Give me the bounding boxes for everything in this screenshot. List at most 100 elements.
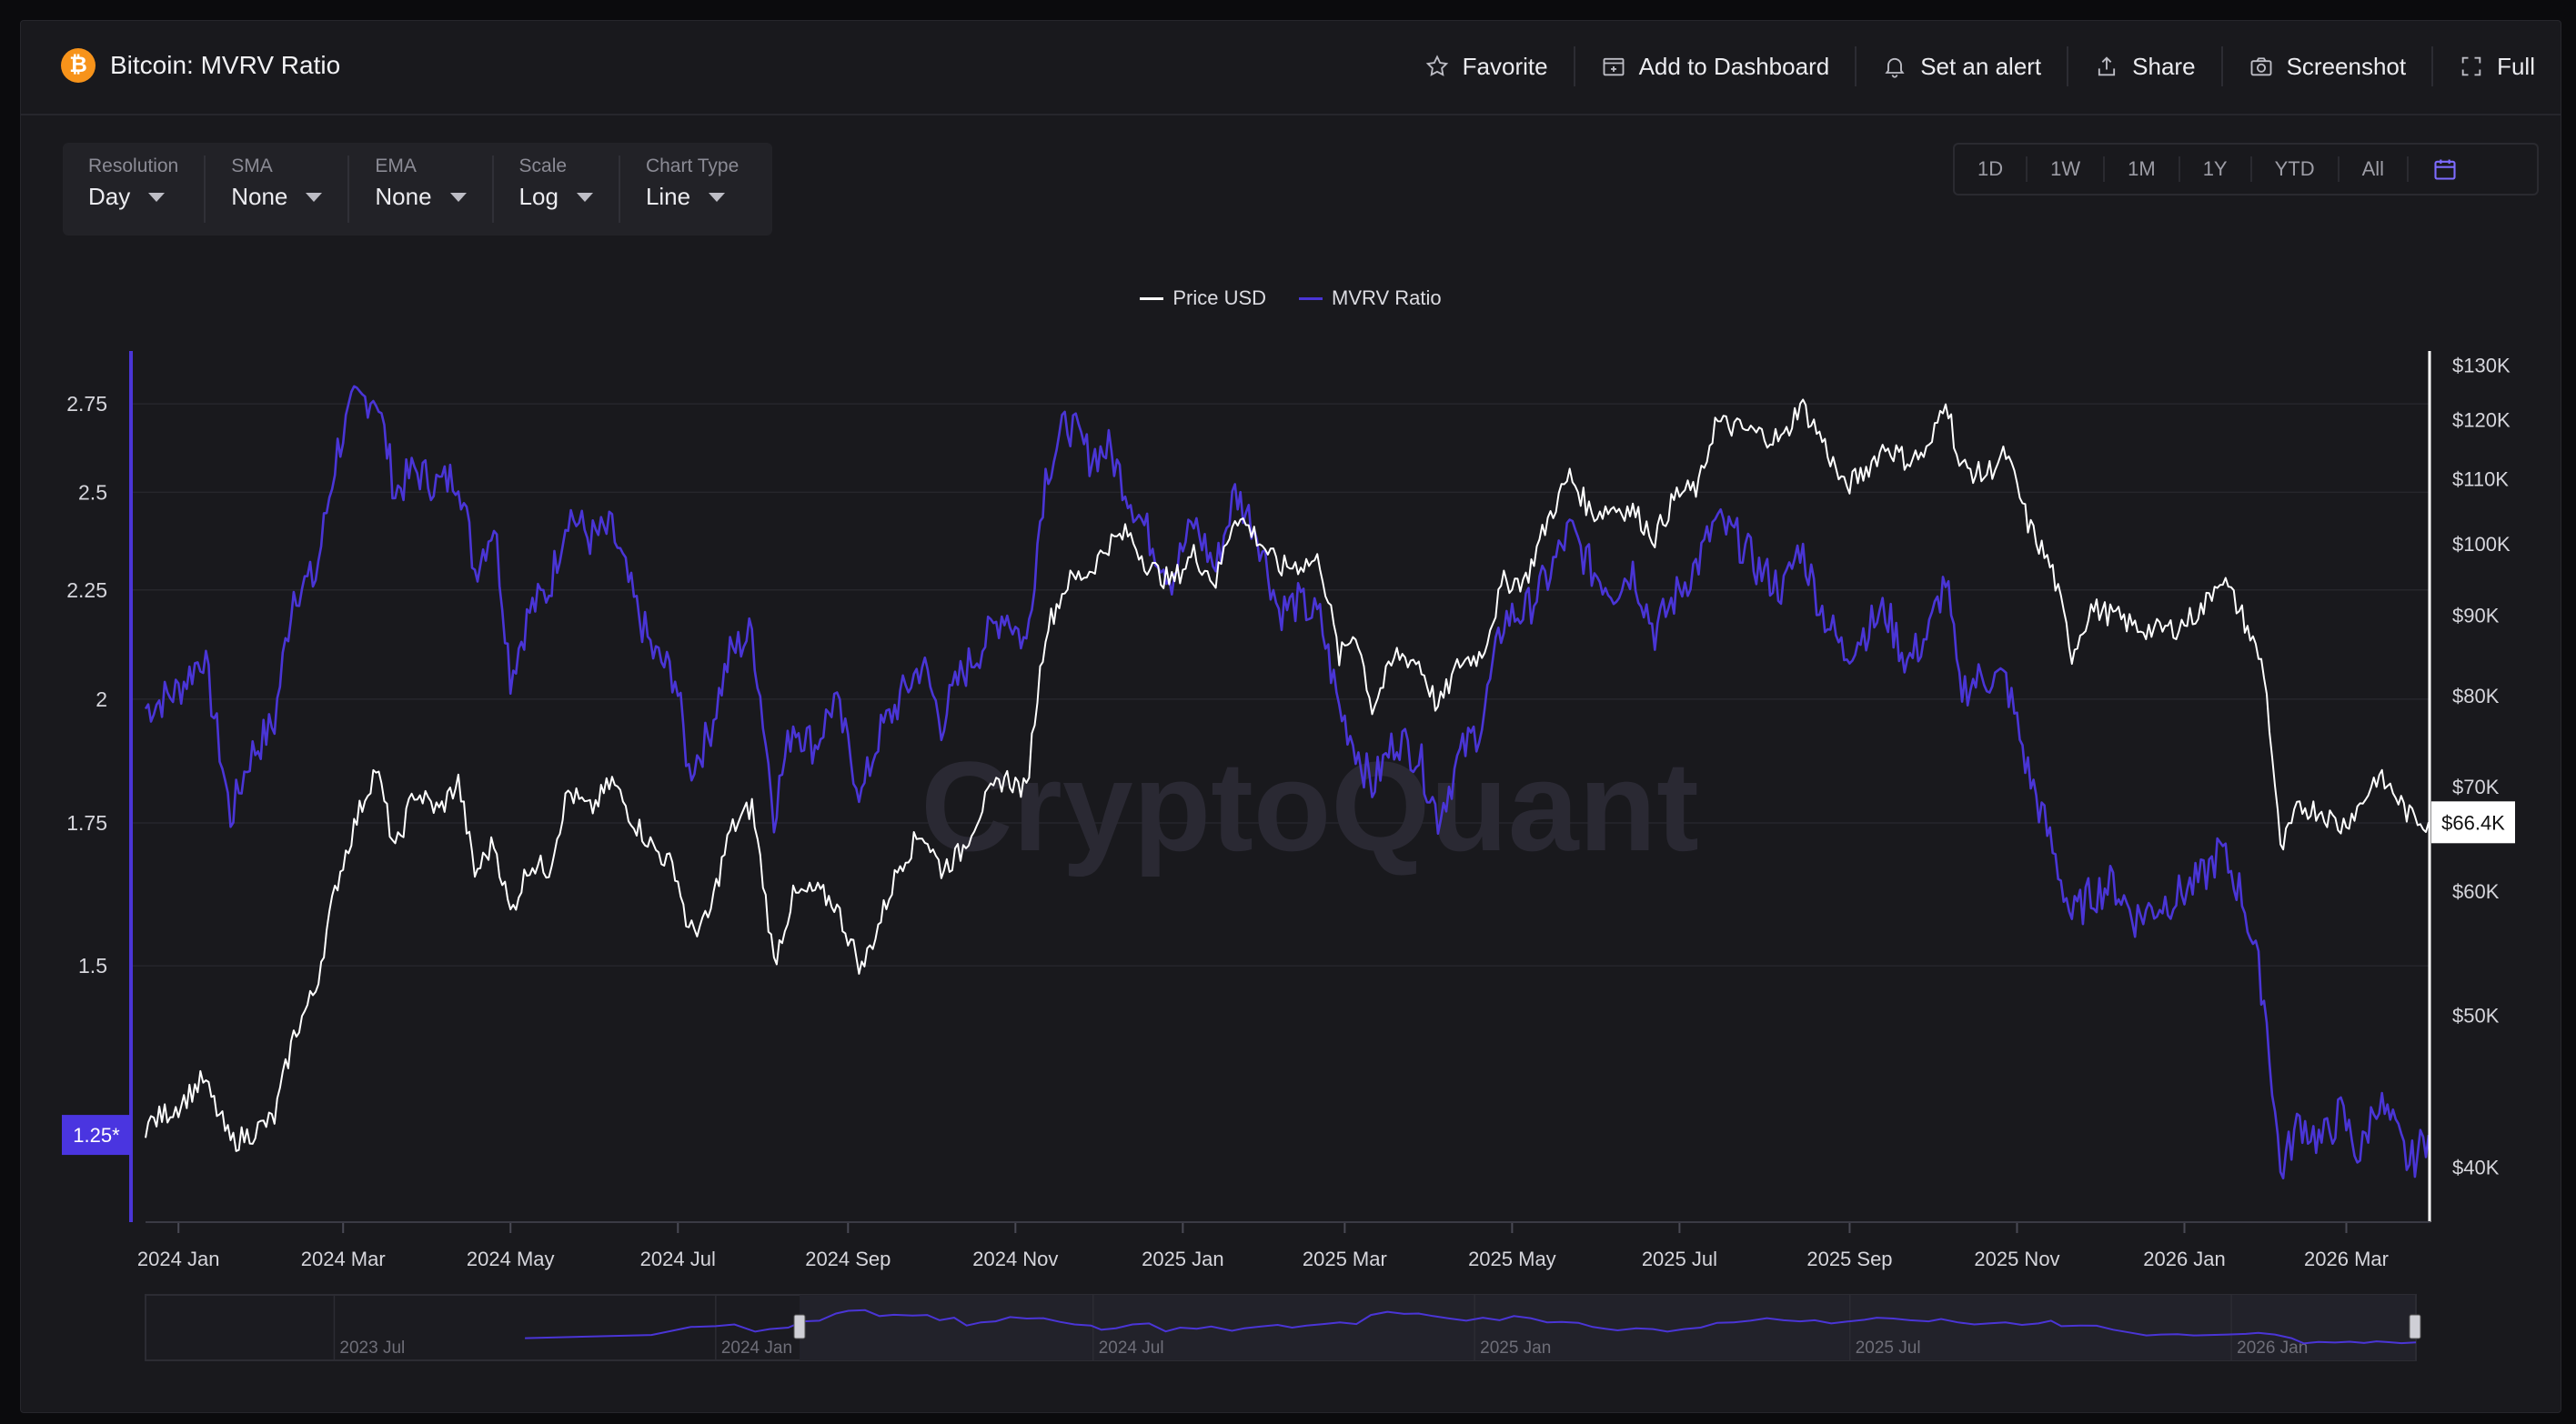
x-tick-label: 2026 Mar bbox=[2304, 1248, 2389, 1270]
divider bbox=[2220, 46, 2223, 86]
divider bbox=[2431, 46, 2434, 86]
chart-controls: Resolution Day SMA None EMA None Scale L… bbox=[63, 143, 772, 236]
page-title: Bitcoin: MVRV Ratio bbox=[110, 51, 341, 79]
share-icon bbox=[2098, 56, 2116, 76]
fullscreen-button[interactable]: Full bbox=[2433, 46, 2535, 86]
range-ytd[interactable]: YTD bbox=[2252, 156, 2340, 182]
navigator[interactable]: 2023 Jul 2024 Jan 2024 Jul 2025 Jan 2025 Jul… bbox=[145, 1294, 2421, 1361]
chart-header: ₿ Bitcoin: MVRV Ratio Favorite Add to Da… bbox=[21, 21, 2561, 115]
x-tick-label: 2024 Jul bbox=[640, 1248, 716, 1270]
sma-label: SMA bbox=[231, 155, 273, 176]
left-tick-label: 2.75 bbox=[66, 392, 107, 416]
range-1m[interactable]: 1M bbox=[2105, 156, 2180, 182]
legend-label-price: Price USD bbox=[1172, 286, 1267, 309]
favorite-label: Favorite bbox=[1462, 52, 1548, 80]
right-tick-label: $60K bbox=[2452, 880, 2500, 903]
title-wrap: ₿ Bitcoin: MVRV Ratio bbox=[61, 48, 340, 83]
x-tick-label: 2025 Sep bbox=[1806, 1248, 1892, 1270]
navigator-selection bbox=[800, 1295, 2415, 1360]
sma-value: None bbox=[231, 183, 288, 210]
range-1d[interactable]: 1D bbox=[1955, 156, 2028, 182]
right-tick-label: $100K bbox=[2452, 533, 2511, 556]
fullscreen-label: Full bbox=[2497, 52, 2535, 80]
x-tick-label: 2024 Jan bbox=[137, 1248, 220, 1270]
scale-select[interactable]: Scale Log bbox=[494, 155, 620, 223]
camera-icon bbox=[2250, 57, 2271, 76]
set-alert-button[interactable]: Set an alert bbox=[1857, 46, 2067, 86]
x-tick-label: 2024 Sep bbox=[805, 1248, 891, 1270]
chevron-down-icon bbox=[148, 192, 166, 202]
x-tick-label: 2024 Nov bbox=[972, 1248, 1058, 1270]
navigator-handle-right bbox=[2409, 1314, 2421, 1339]
left-tick-label: 1.5 bbox=[78, 954, 107, 978]
navigator-label: 2023 Jul bbox=[339, 1339, 405, 1358]
ema-select[interactable]: EMA None bbox=[349, 155, 494, 223]
chevron-down-icon bbox=[449, 192, 467, 202]
navigator-label: 2025 Jan bbox=[1480, 1339, 1551, 1358]
right-tick-label: $70K bbox=[2452, 776, 2500, 798]
chevron-down-icon bbox=[576, 192, 593, 202]
left-tick-label: 1.75 bbox=[66, 811, 107, 835]
screenshot-label: Screenshot bbox=[2286, 52, 2407, 80]
resolution-label: Resolution bbox=[88, 155, 179, 176]
legend-swatch-price bbox=[1140, 296, 1164, 300]
chart-panel: ₿ Bitcoin: MVRV Ratio Favorite Add to Da… bbox=[20, 20, 2561, 1413]
ema-value: None bbox=[375, 183, 432, 210]
grid-lines bbox=[131, 403, 2429, 967]
series-layer bbox=[144, 385, 2430, 1179]
range-1y[interactable]: 1Y bbox=[2180, 156, 2252, 182]
mvrv-current-badge bbox=[62, 1115, 131, 1156]
legend-item-price[interactable]: Price USD bbox=[1140, 286, 1266, 310]
range-1w[interactable]: 1W bbox=[2028, 156, 2106, 182]
chart-type-value: Line bbox=[645, 183, 691, 210]
x-tick-label: 2025 Jul bbox=[1642, 1248, 1717, 1270]
calendar-button[interactable] bbox=[2409, 156, 2481, 182]
left-tick-label: 2.5 bbox=[78, 480, 107, 504]
bell-icon bbox=[1885, 57, 1905, 78]
sma-select[interactable]: SMA None bbox=[206, 155, 350, 223]
axes: 2.75 2.5 2.25 2 1.75 1.5 $130K $120K $110K $100K $… bbox=[62, 351, 2515, 1270]
left-tick-label: 2 bbox=[96, 687, 107, 711]
star-icon bbox=[1425, 55, 1448, 76]
right-tick-label: $120K bbox=[2452, 408, 2511, 431]
legend-item-mvrv[interactable]: MVRV Ratio bbox=[1299, 286, 1442, 310]
right-tick-label: $50K bbox=[2452, 1005, 2500, 1028]
right-tick-label: $40K bbox=[2452, 1157, 2500, 1179]
range-all[interactable]: All bbox=[2340, 156, 2410, 182]
price-current-badge bbox=[2431, 801, 2515, 844]
x-tick-label: 2026 Jan bbox=[2143, 1248, 2226, 1270]
calendar-icon bbox=[2434, 159, 2456, 180]
chart-legend: Price USD MVRV Ratio bbox=[21, 286, 2561, 310]
fullscreen-icon bbox=[2461, 56, 2481, 76]
watermark: CryptoQuant bbox=[921, 735, 1699, 877]
chevron-down-icon bbox=[709, 192, 726, 202]
navigator-label: 2024 Jan bbox=[721, 1339, 792, 1358]
navigator-handle-left bbox=[793, 1314, 806, 1339]
mvrv-series-line bbox=[144, 385, 2430, 1179]
dashboard-add-icon bbox=[1603, 57, 1625, 76]
share-button[interactable]: Share bbox=[2068, 46, 2220, 86]
mvrv-current-label: 1.25* bbox=[73, 1124, 120, 1147]
resolution-select[interactable]: Resolution Day bbox=[63, 155, 206, 223]
add-to-dashboard-label: Add to Dashboard bbox=[1638, 52, 1830, 80]
divider bbox=[1573, 46, 1575, 86]
x-tick-label: 2025 Nov bbox=[1974, 1248, 2059, 1270]
resolution-value: Day bbox=[88, 183, 131, 210]
legend-swatch-mvrv bbox=[1299, 296, 1323, 300]
header-actions: Favorite Add to Dashboard Set an alert S… bbox=[1399, 46, 2535, 86]
divider bbox=[2067, 46, 2069, 86]
right-tick-label: $80K bbox=[2452, 685, 2500, 707]
screenshot-button[interactable]: Screenshot bbox=[2223, 46, 2432, 86]
right-tick-label: $130K bbox=[2452, 354, 2511, 376]
x-tick-label: 2025 Jan bbox=[1142, 1248, 1224, 1270]
divider bbox=[1855, 46, 1857, 86]
left-tick-label: 2.25 bbox=[66, 578, 107, 602]
add-to-dashboard-button[interactable]: Add to Dashboard bbox=[1575, 46, 1856, 86]
ema-label: EMA bbox=[375, 155, 417, 176]
right-tick-label: $110K bbox=[2452, 467, 2509, 490]
favorite-button[interactable]: Favorite bbox=[1399, 46, 1574, 86]
scale-value: Log bbox=[518, 183, 558, 210]
chart-type-select[interactable]: Chart Type Line bbox=[620, 155, 764, 223]
navigator-series-line bbox=[525, 1309, 2417, 1345]
